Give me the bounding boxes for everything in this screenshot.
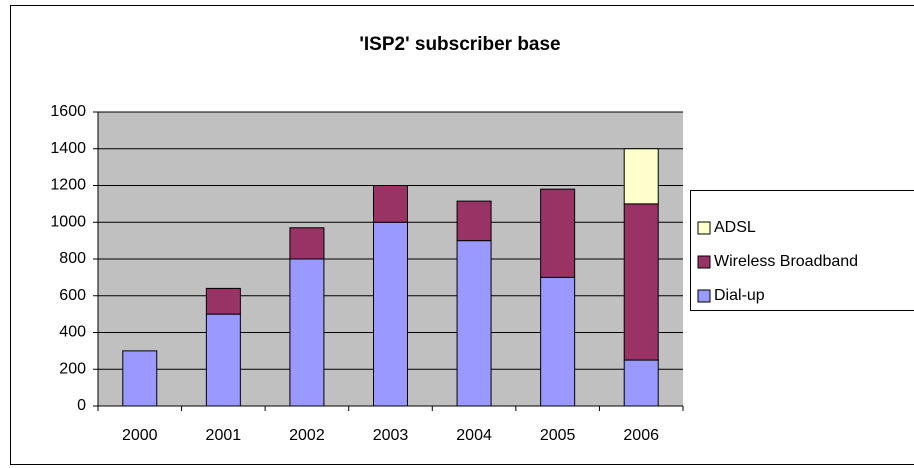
legend-swatch xyxy=(697,221,711,235)
x-tick-label: 2005 xyxy=(540,427,576,444)
y-tick-label: 1400 xyxy=(50,140,86,157)
y-tick-label: 1600 xyxy=(50,103,86,120)
legend-swatch xyxy=(697,289,711,303)
x-tick-label: 2002 xyxy=(289,427,325,444)
bar-segment xyxy=(623,148,659,205)
bar-segment xyxy=(122,350,158,407)
x-tick-label: 2001 xyxy=(206,427,242,444)
bar-segment xyxy=(205,287,241,315)
bar-segment xyxy=(289,227,325,260)
y-tick-label: 200 xyxy=(59,360,86,377)
bar-segment xyxy=(540,276,576,407)
bar-segment xyxy=(373,221,408,407)
x-tick-label: 2003 xyxy=(373,427,409,444)
y-tick-label: 400 xyxy=(59,324,86,341)
bar-segment xyxy=(289,258,325,407)
x-tick-label: 2000 xyxy=(122,427,158,444)
legend-label: Dial-up xyxy=(714,287,765,304)
y-tick-label: 600 xyxy=(59,287,86,304)
bar-segment xyxy=(205,313,241,407)
x-tick-label: 2004 xyxy=(456,427,492,444)
legend-label: ADSL xyxy=(714,219,756,236)
chart-title: 'ISP2' subscriber base xyxy=(359,34,560,55)
y-tick-label: 1000 xyxy=(50,213,86,230)
legend xyxy=(690,190,914,311)
bar-segment xyxy=(623,203,659,361)
legend-swatch xyxy=(697,255,711,269)
x-tick-label: 2006 xyxy=(623,427,659,444)
bar-segment xyxy=(456,200,492,242)
bar-segment xyxy=(540,188,576,278)
y-tick-label: 800 xyxy=(59,250,86,267)
bar-segment xyxy=(456,240,492,407)
y-tick-label: 0 xyxy=(77,397,86,414)
bar-segment xyxy=(373,185,408,223)
y-tick-label: 1200 xyxy=(50,177,86,194)
bar-segment xyxy=(623,359,659,407)
legend-label: Wireless Broadband xyxy=(714,253,858,270)
